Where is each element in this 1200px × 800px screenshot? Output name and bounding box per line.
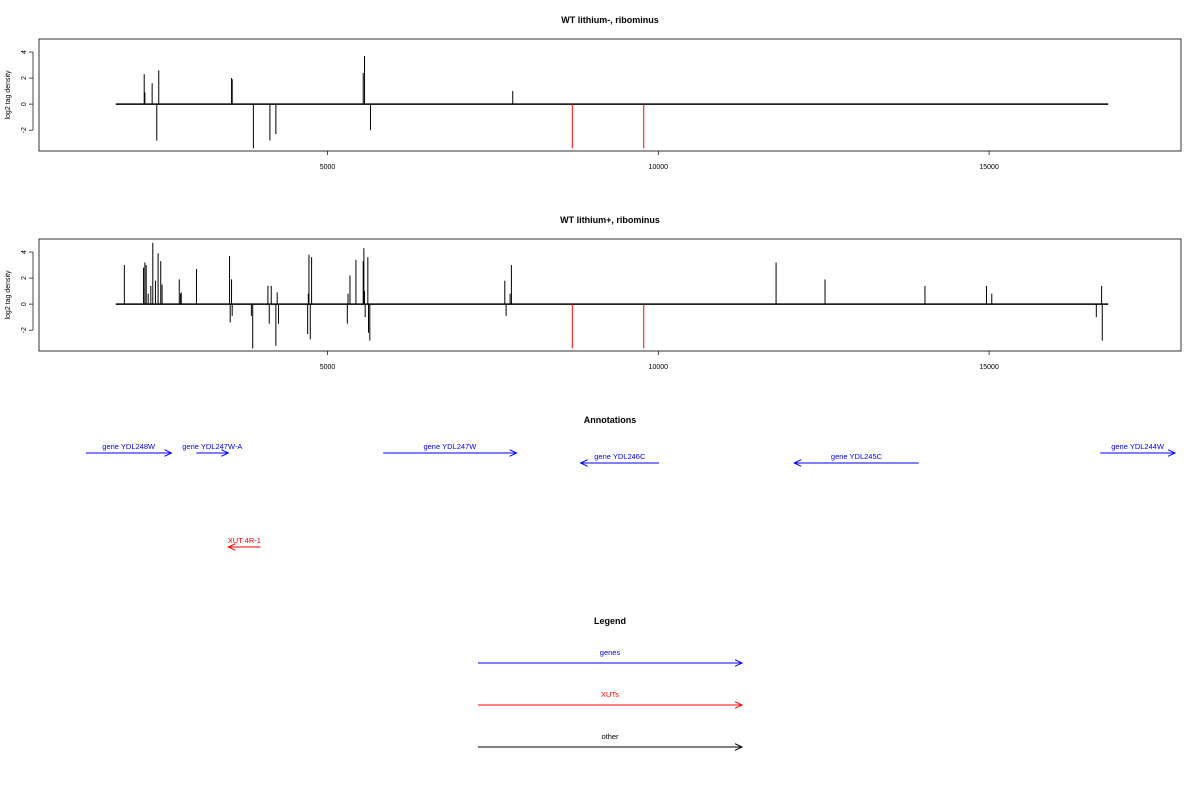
- legend-label: other: [601, 732, 619, 741]
- y-tick-label: 4: [21, 50, 28, 54]
- x-axis: 5000 10000 15000: [320, 351, 999, 371]
- panel-title: WT lithium-, ribominus: [561, 15, 659, 25]
- y-axis: -2 0 2 4 log2 tag density: [5, 50, 34, 133]
- x-tick-label: 5000: [320, 364, 336, 371]
- y-axis: -2 0 2 4 log2 tag density: [5, 250, 34, 333]
- legend-label: XUTs: [601, 690, 619, 699]
- legend-title: Legend: [594, 616, 626, 626]
- feature-label: XUT 4R-1: [228, 536, 261, 545]
- bars: [123, 242, 1103, 349]
- bars: [143, 55, 645, 149]
- arrowhead: [509, 449, 518, 457]
- gene-feature: gene YDL247W: [383, 442, 518, 457]
- y-tick-label: -2: [21, 127, 28, 133]
- x-axis: 5000 10000 15000: [320, 151, 999, 171]
- feature-label: gene YDL245C: [831, 452, 883, 461]
- coverage-panel-1: WT lithium-, ribominus -2 0 2 4 log2 tag dens…: [5, 15, 1182, 171]
- xut-feature: XUT 4R-1: [227, 536, 261, 551]
- arrowhead: [1167, 449, 1177, 457]
- x-tick-label: 10000: [649, 364, 669, 371]
- coverage-panel-2: WT lithium+, ribominus -2 0 2 4 log2 tag dens…: [5, 215, 1182, 371]
- y-axis-label: log2 tag density: [5, 70, 12, 120]
- feature-label: gene YDL247W-A: [182, 442, 242, 451]
- arrowhead: [164, 449, 173, 457]
- legend-section: Legend genes XUTs other: [478, 616, 744, 751]
- arrowhead: [734, 743, 744, 751]
- x-tick-label: 5000: [320, 164, 336, 171]
- gene-feature: gene YDL247W-A: [182, 442, 242, 457]
- x-tick-label: 15000: [979, 164, 999, 171]
- y-tick-label: 0: [21, 302, 28, 306]
- legend-item-genes: genes: [478, 648, 744, 667]
- plot-frame: [38, 238, 1182, 352]
- legend-items: genes XUTs other: [478, 648, 744, 751]
- feature-label: gene YDL247W: [423, 442, 477, 451]
- feature-label: gene YDL246C: [594, 452, 646, 461]
- y-tick-label: 4: [21, 250, 28, 254]
- arrowhead: [227, 543, 236, 551]
- legend-label: genes: [600, 648, 621, 657]
- arrowhead: [579, 459, 588, 467]
- gene-feature: gene YDL246C: [579, 452, 659, 467]
- y-axis-label: log2 tag density: [5, 270, 12, 320]
- feature-label: gene YDL248W: [102, 442, 156, 451]
- feature-label: gene YDL244W: [1111, 442, 1165, 451]
- panel-title: WT lithium+, ribominus: [560, 215, 660, 225]
- arrowhead: [793, 459, 802, 467]
- legend-item-other: other: [478, 732, 744, 751]
- annotations-title: Annotations: [584, 415, 637, 425]
- x-tick-label: 10000: [649, 164, 669, 171]
- coverage-panels: WT lithium-, ribominus -2 0 2 4 log2 tag dens…: [5, 15, 1182, 371]
- gene-feature: gene YDL248W: [86, 442, 173, 457]
- arrowhead: [221, 449, 230, 457]
- arrowhead: [734, 701, 744, 709]
- y-tick-label: -2: [21, 327, 28, 333]
- y-tick-label: 0: [21, 102, 28, 106]
- y-tick-label: 2: [21, 76, 28, 80]
- legend-item-xuts: XUTs: [478, 690, 744, 709]
- gene-feature: gene YDL245C: [793, 452, 919, 467]
- annotation-features: gene YDL248W gene YDL247W-A gene YDL247W ge…: [86, 442, 1177, 551]
- arrowhead: [734, 659, 744, 667]
- gene-feature: gene YDL244W: [1100, 442, 1177, 457]
- x-tick-label: 15000: [979, 364, 999, 371]
- plot-frame: [38, 38, 1182, 152]
- y-tick-label: 2: [21, 276, 28, 280]
- annotations-section: Annotations gene YDL248W gene YDL247W-A ge…: [86, 415, 1177, 551]
